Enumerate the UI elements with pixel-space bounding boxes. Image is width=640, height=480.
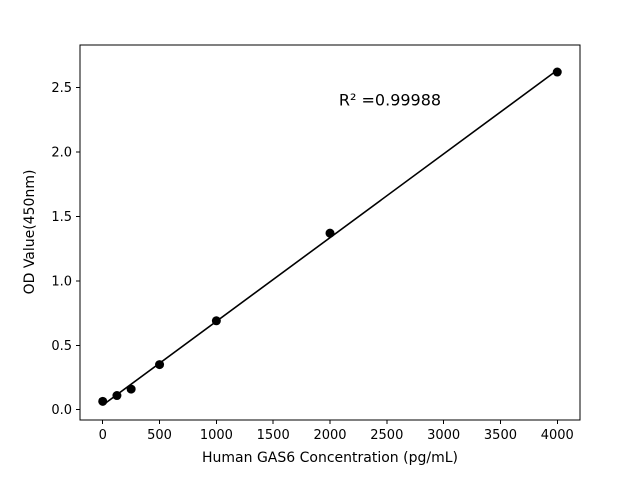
y-tick-label: 2.5 [51, 81, 72, 96]
y-tick-label: 0.5 [51, 339, 72, 354]
x-axis-label: Human GAS6 Concentration (pg/mL) [202, 450, 458, 466]
x-tick-label: 3000 [427, 428, 460, 443]
data-point [552, 67, 562, 77]
data-point [155, 360, 165, 370]
data-point [98, 396, 108, 406]
y-tick-label: 2.0 [51, 145, 72, 160]
y-tick-label: 0.0 [51, 403, 72, 418]
y-tick-label: 1.0 [51, 274, 72, 289]
y-tick-label: 1.5 [51, 210, 72, 225]
x-tick-label: 1500 [257, 428, 290, 443]
x-tick-label: 2500 [370, 428, 403, 443]
data-point [211, 316, 221, 326]
x-tick-label: 4000 [541, 428, 574, 443]
data-point [325, 228, 335, 238]
data-point [126, 384, 136, 394]
fit-line [102, 69, 558, 406]
r-squared-annotation: R² =0.99988 [338, 90, 442, 110]
x-tick-label: 500 [147, 428, 172, 443]
x-tick-label: 2000 [313, 428, 346, 443]
y-axis-label: OD Value(450nm) [22, 169, 38, 295]
x-tick-label: 0 [99, 428, 107, 443]
x-tick-label: 3500 [484, 428, 517, 443]
data-point [112, 391, 122, 401]
x-tick-label: 1000 [200, 428, 233, 443]
